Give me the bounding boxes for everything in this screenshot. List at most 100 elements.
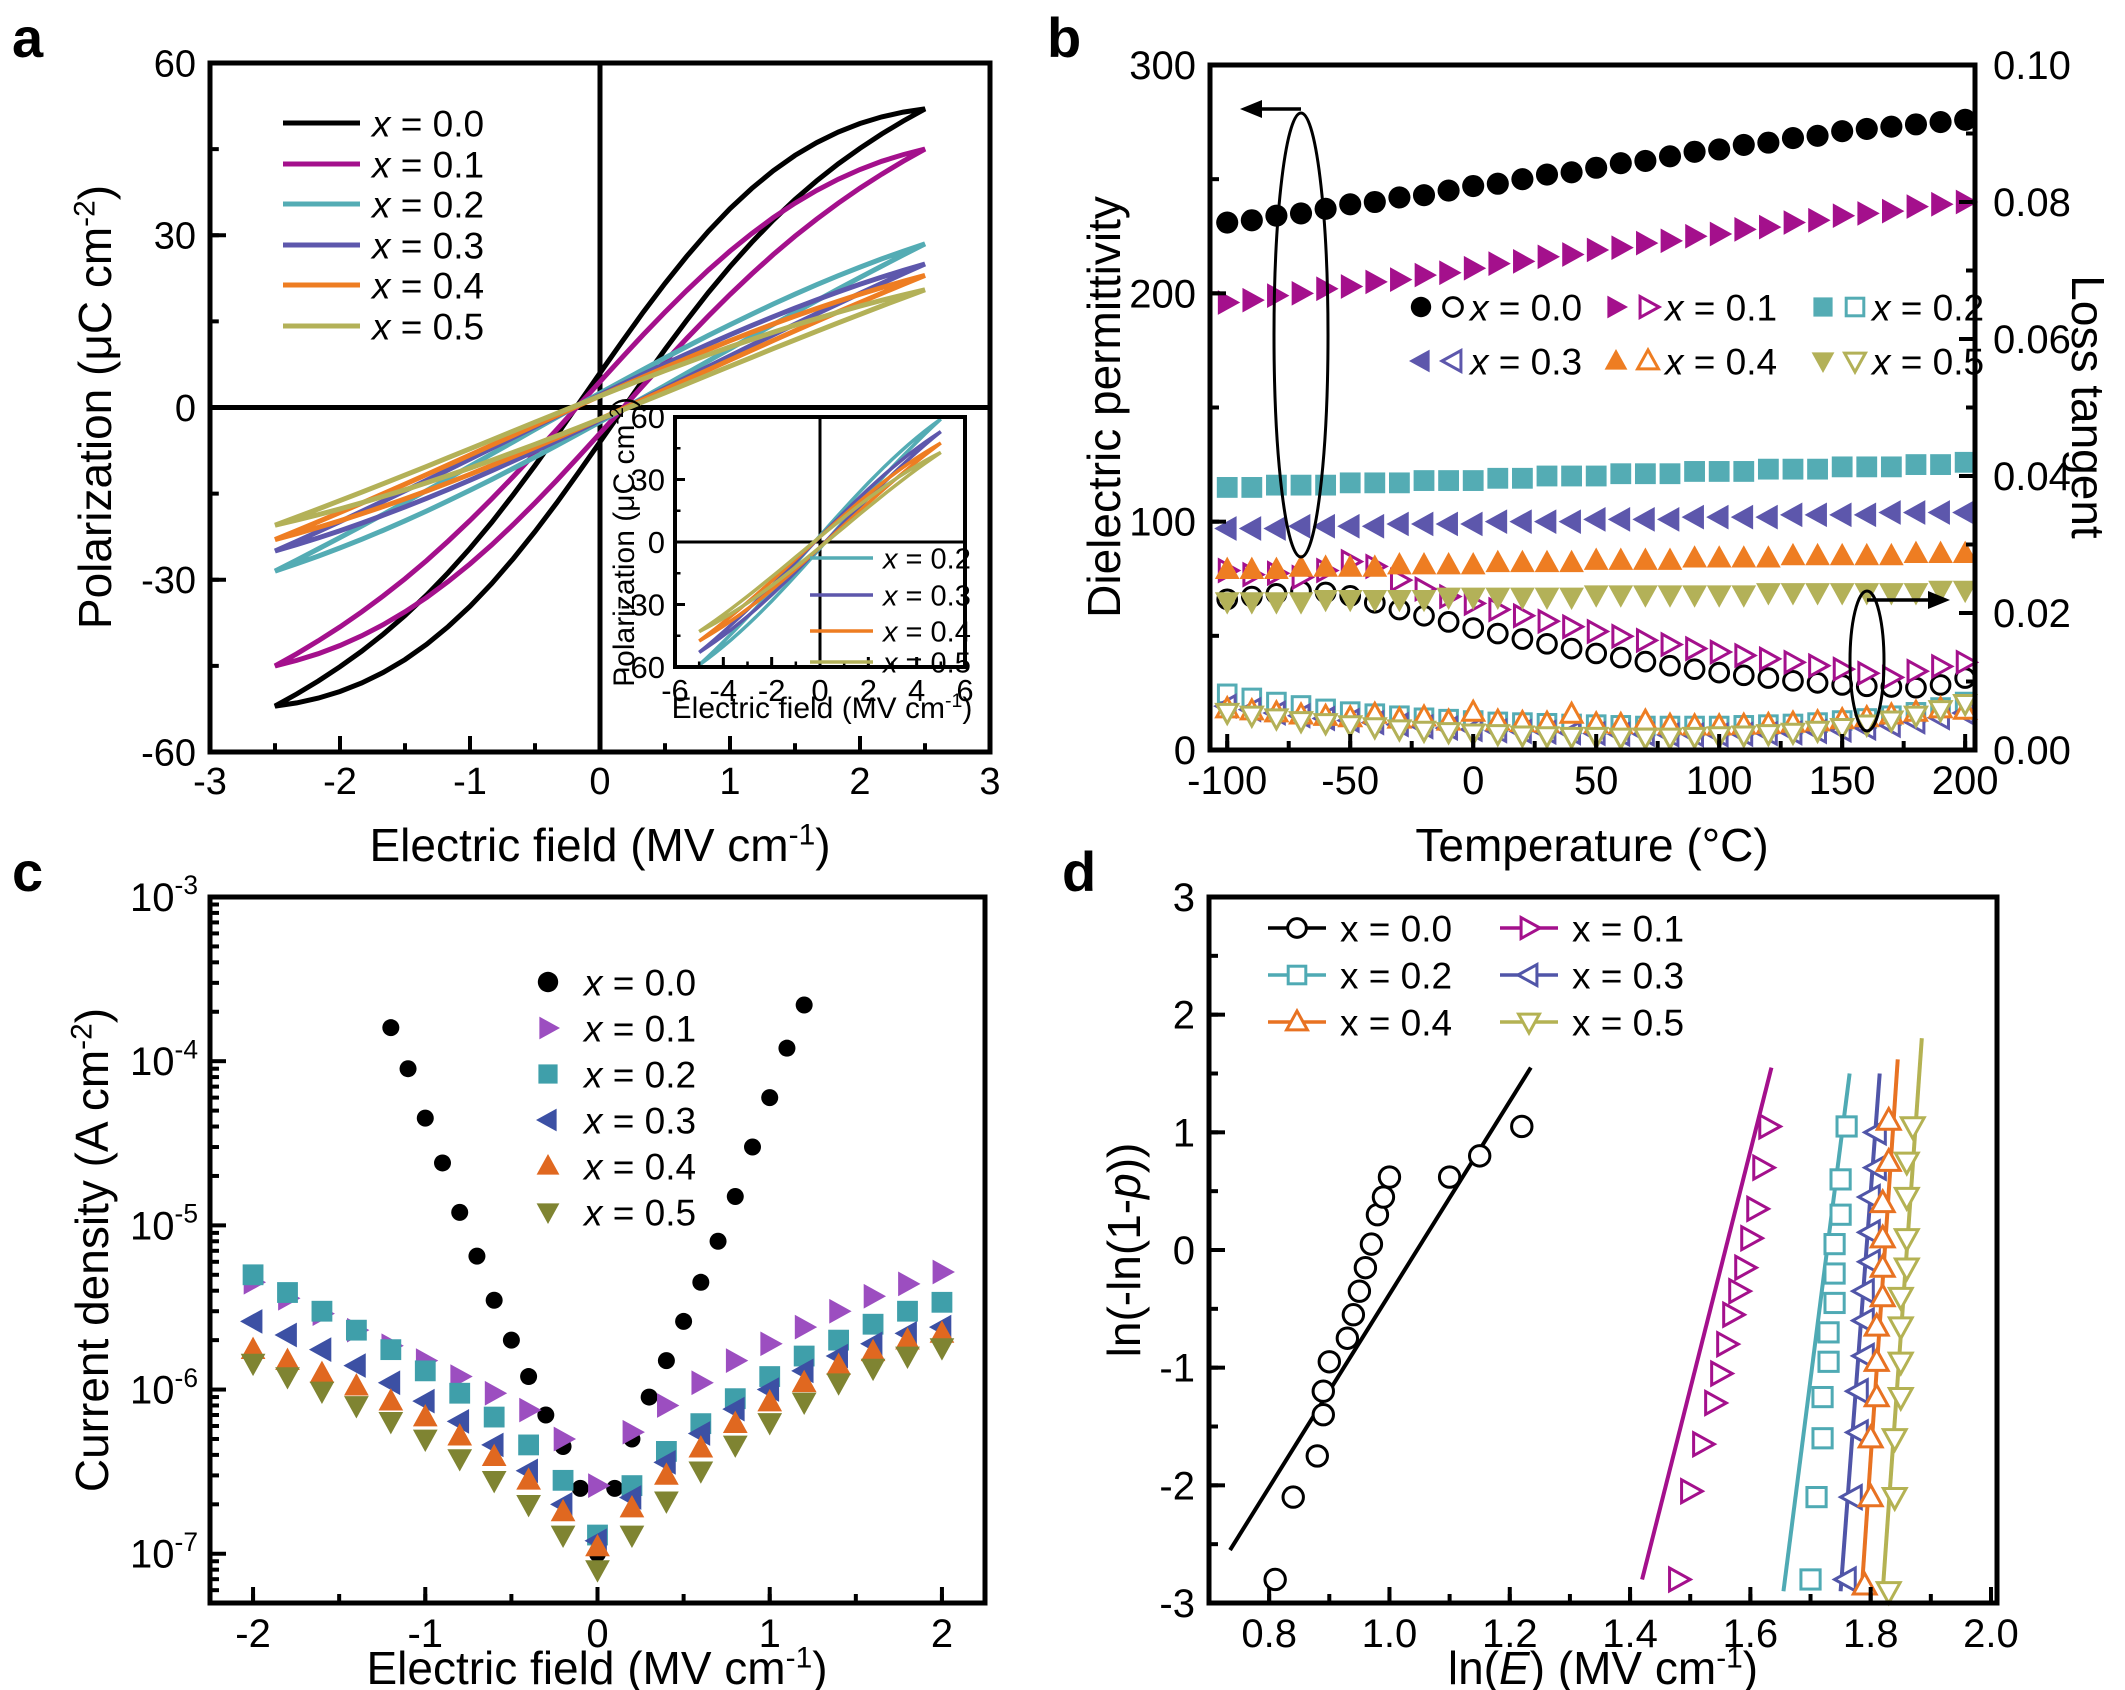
weibull-point-4 <box>1868 1223 1897 1249</box>
leak-point-5 <box>481 1470 507 1494</box>
perm-point-0 <box>1462 174 1485 198</box>
leak-point-1 <box>553 1426 577 1452</box>
perm-point-1 <box>1857 201 1880 226</box>
leak-point-4 <box>895 1327 920 1350</box>
loss-point-0 <box>1437 611 1460 633</box>
perm-point-4 <box>1337 554 1363 577</box>
leak-point-4 <box>826 1352 851 1375</box>
leak-point-5 <box>412 1429 438 1452</box>
weibull-point-1 <box>1680 1477 1706 1506</box>
axis-title-b-y-right: Loss tangent <box>2062 275 2114 539</box>
leak-point-2 <box>483 1406 505 1428</box>
y-right-tick-label: 0.08 <box>1993 181 2071 225</box>
leak-point-1 <box>622 1419 645 1445</box>
weibull-point-2 <box>1823 1262 1846 1285</box>
legend-label: x = 0.3 <box>881 580 971 612</box>
weibull-point-1 <box>1734 1253 1760 1282</box>
pe-loop-a-0 <box>273 106 927 709</box>
legend-label: x = 0.5 <box>370 306 484 347</box>
weibull-point-3 <box>1849 1277 1875 1306</box>
x-tick-label: -100 <box>1187 759 1267 803</box>
perm-point-4 <box>1583 547 1609 570</box>
perm-point-4 <box>1854 542 1880 566</box>
y-right-tick-label: 0.02 <box>1993 592 2071 636</box>
loss-point-1 <box>1611 623 1635 650</box>
perm-point-5 <box>1854 583 1880 606</box>
leak-point-0 <box>606 1479 624 1497</box>
leak-point-5 <box>585 1560 610 1583</box>
axis-title-a-x: Electric field (MV cm-1) <box>369 818 831 871</box>
perm-point-0 <box>1929 111 1952 134</box>
loss-point-5 <box>1484 724 1511 748</box>
perm-point-0 <box>1880 115 1903 138</box>
fit-line-2 <box>1781 1073 1852 1592</box>
weibull-point-5 <box>1892 1186 1921 1213</box>
y-tick-label: 0 <box>1173 1229 1195 1273</box>
legend-label: x = 0.5 <box>582 1192 696 1233</box>
legend-marker <box>1286 964 1308 986</box>
perm-point-4 <box>1559 549 1584 573</box>
perm-point-2 <box>1954 451 1976 473</box>
perm-point-2 <box>1364 472 1386 494</box>
perm-point-0 <box>1265 204 1288 227</box>
perm-point-0 <box>1314 197 1337 220</box>
y-tick-label: 1 <box>1173 1111 1195 1155</box>
leak-point-2 <box>552 1469 574 1491</box>
perm-point-5 <box>1633 585 1658 608</box>
leak-point-5 <box>275 1367 300 1390</box>
perm-point-4 <box>1460 552 1486 575</box>
leak-point-0 <box>726 1187 744 1205</box>
leak-point-2 <box>828 1329 850 1351</box>
perm-point-3 <box>1312 513 1335 539</box>
perm-point-3 <box>1533 509 1557 535</box>
leak-point-5 <box>309 1381 335 1404</box>
y-right-tick-label: 0.00 <box>1993 729 2071 773</box>
perm-point-5 <box>1879 583 1904 606</box>
perm-point-0 <box>1486 172 1509 195</box>
leak-point-0 <box>451 1203 469 1221</box>
weibull-point-1 <box>1740 1224 1766 1253</box>
loss-point-0 <box>1757 667 1780 689</box>
x-tick-label: -6 <box>661 673 689 708</box>
perm-point-0 <box>1658 145 1682 168</box>
y-tick-label: 10-3 <box>130 870 198 920</box>
leak-point-4 <box>757 1388 783 1412</box>
pe-loop-a-2 <box>273 241 927 574</box>
perm-point-3 <box>1361 513 1385 539</box>
perm-point-5 <box>1239 592 1265 615</box>
perm-point-4 <box>1510 549 1535 573</box>
leak-point-5 <box>895 1346 920 1370</box>
perm-point-5 <box>1583 585 1609 608</box>
weibull-point-1 <box>1716 1330 1742 1359</box>
guide-ellipse <box>1272 111 1330 559</box>
loss-point-0 <box>1560 637 1583 660</box>
weibull-point-5 <box>1898 1116 1927 1142</box>
leak-point-4 <box>412 1404 438 1427</box>
perm-point-1 <box>1267 283 1290 308</box>
weibull-point-0 <box>1359 1232 1384 1256</box>
weibull-point-1 <box>1722 1300 1748 1329</box>
perm-point-3 <box>1927 500 1950 525</box>
perm-point-3 <box>1435 511 1458 537</box>
leak-point-4 <box>654 1462 679 1485</box>
perm-point-2 <box>1315 474 1337 496</box>
perm-point-0 <box>1585 156 1608 179</box>
perm-point-3 <box>1779 502 1803 528</box>
y-left-tick-label: 100 <box>1129 501 1196 545</box>
loss-point-1 <box>1562 613 1586 640</box>
perm-point-2 <box>1438 470 1460 491</box>
weibull-point-4 <box>1862 1311 1891 1337</box>
weibull-point-0 <box>1437 1165 1462 1189</box>
pe-loop-a-3 <box>273 261 927 554</box>
legend-label: x = 0.0 <box>1340 908 1452 949</box>
perm-point-0 <box>1363 190 1386 214</box>
y-right-tick-label: 0.10 <box>1993 44 2071 88</box>
perm-point-4 <box>1534 549 1560 573</box>
legend-label: x = 0.0 <box>370 103 484 144</box>
loss-point-0 <box>1659 654 1681 677</box>
leak-point-2 <box>242 1264 264 1286</box>
legend-label: x = 0.4 <box>582 1146 696 1187</box>
weibull-point-5 <box>1886 1286 1915 1313</box>
weibull-point-5 <box>1886 1386 1915 1413</box>
loss-point-0 <box>1511 628 1534 650</box>
